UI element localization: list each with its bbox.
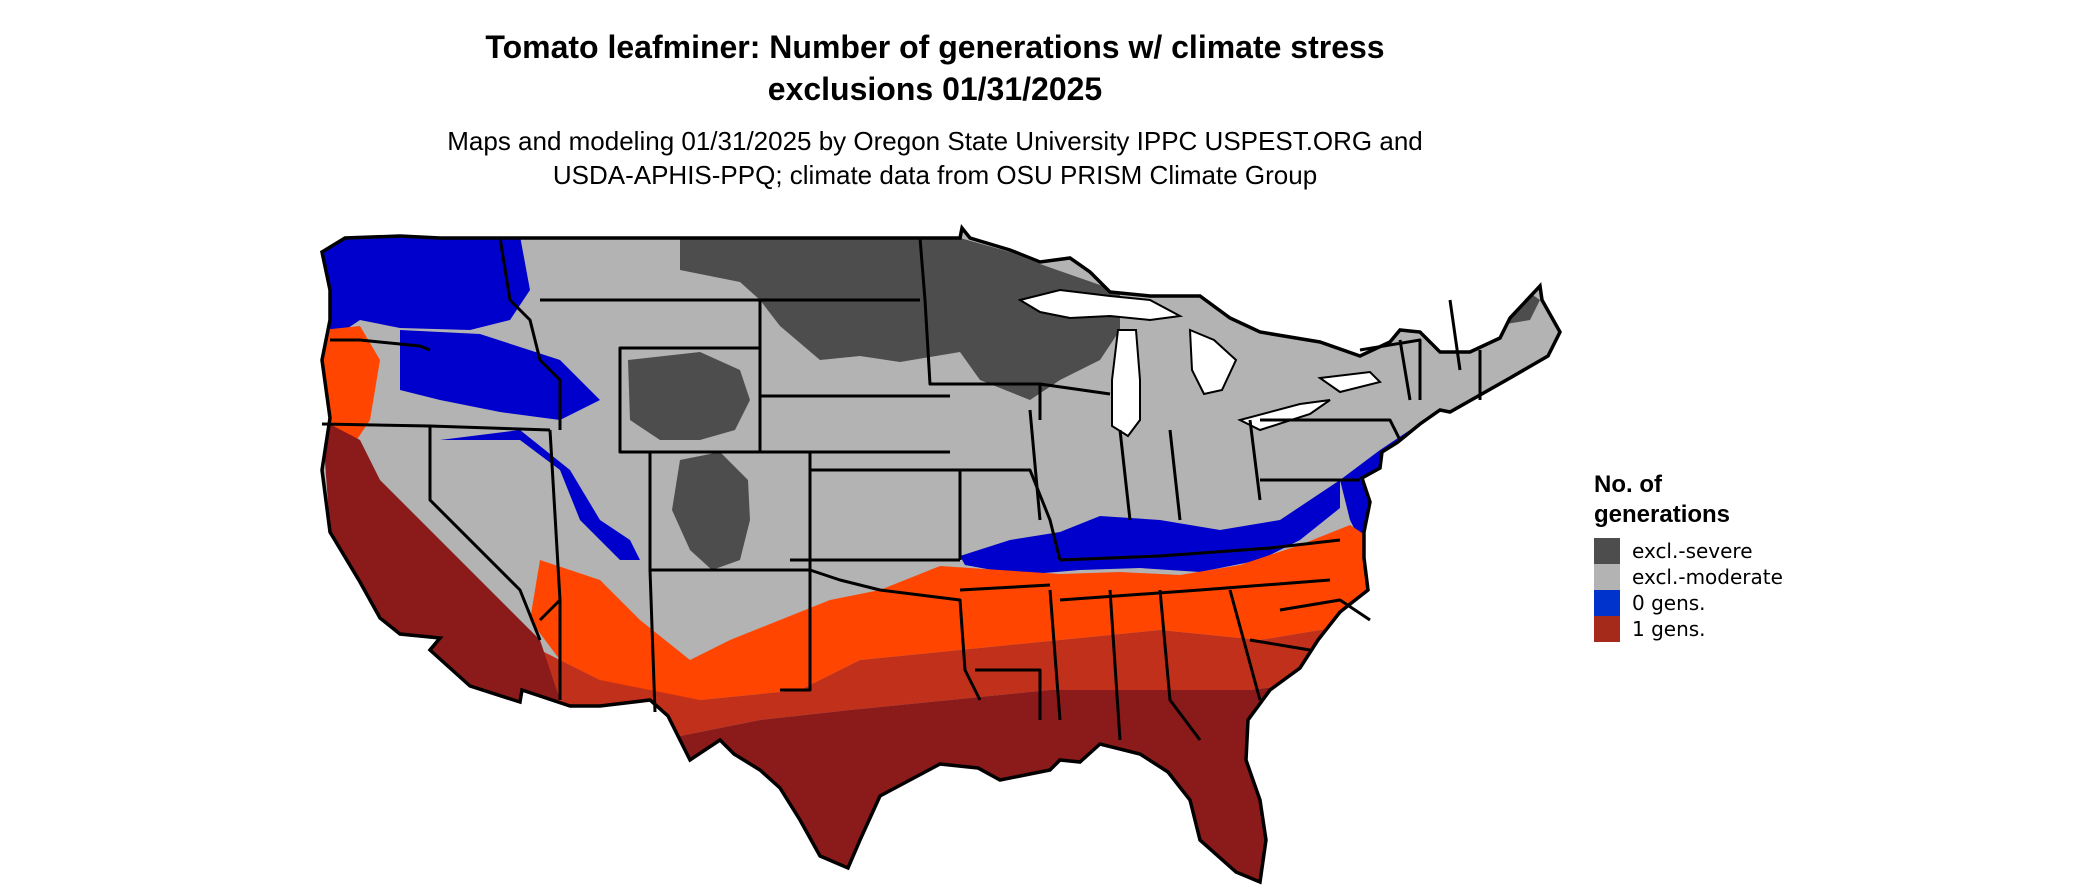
lake-erie [1237, 399, 1331, 432]
legend-title-line1: No. of [1594, 471, 1662, 498]
zone-severe-wyoming [628, 352, 750, 440]
legend-item-excl-severe: excl.-severe [1594, 538, 1783, 564]
lake-superior [1017, 288, 1184, 322]
legend-label-excl-severe: excl.-severe [1632, 539, 1753, 563]
legend-item-0-gens: 0 gens. [1594, 590, 1783, 616]
legend-label-excl-moderate: excl.-moderate [1632, 565, 1783, 589]
boundary-carolinas [1249, 598, 1371, 652]
lake-huron [1188, 328, 1238, 396]
zone-one-light-west-coast [322, 326, 380, 450]
legend-label-1-gens: 1 gens. [1632, 617, 1706, 641]
map-legend: No. of generations excl.-severe excl.-mo… [1594, 470, 1783, 642]
boundary-new-england [1359, 299, 1482, 401]
zone-zero-idaho-oregon [400, 330, 600, 420]
zone-zero-nevada-utah [440, 430, 640, 560]
legend-swatch-1-gens [1594, 616, 1620, 642]
map-subtitle-line1: Maps and modeling 01/31/2025 by Oregon S… [447, 126, 1423, 156]
map-title-line1: Tomato leafminer: Number of generations … [485, 29, 1385, 65]
map-title-line2: exclusions 01/31/2025 [767, 71, 1103, 107]
state-boundaries [321, 237, 1482, 741]
boundary-ms-al-ga [1048, 589, 1262, 741]
boundary-in-oh [1118, 419, 1262, 521]
boundary-mn-ia-mo [918, 237, 1062, 561]
zone-zero-pacific-northwest [322, 236, 530, 340]
legend-item-1-gens: 1 gens. [1594, 616, 1783, 642]
zone-one-dark-california-southwest [322, 420, 560, 700]
map-subtitle: Maps and modeling 01/31/2025 by Oregon S… [0, 124, 1870, 192]
boundary-nv-ca-diagonal [428, 426, 542, 641]
legend-title-line2: generations [1594, 501, 1731, 528]
legend-swatch-excl-severe [1594, 538, 1620, 564]
boundary-pa-ny [1260, 418, 1402, 482]
boundary-wa-or [330, 338, 431, 352]
lake-ontario [1317, 370, 1382, 394]
boundary-arizona-nm [558, 569, 812, 713]
lake-michigan [1111, 329, 1141, 438]
boundary-ar-la [959, 583, 1051, 720]
map-subtitle-line2: USDA-APHIS-PPQ; climate data from OSU PR… [552, 160, 1318, 190]
zone-severe-colorado-rockies [672, 452, 750, 570]
boundary-wi-il [1028, 382, 1111, 521]
boundary-ky-tn [1059, 538, 1341, 602]
legend-label-0-gens: 0 gens. [1632, 591, 1706, 615]
boundary-idaho [498, 237, 562, 430]
legend-title: No. of generations [1594, 470, 1783, 530]
boundary-nd-sd-ne [760, 298, 950, 454]
legend-swatch-0-gens [1594, 590, 1620, 616]
boundary-texas [809, 568, 982, 701]
legend-item-excl-moderate: excl.-moderate [1594, 564, 1783, 590]
legend-swatch-excl-moderate [1594, 564, 1620, 590]
zone-severe-dakotas-minnesota [680, 238, 1120, 400]
map-title: Tomato leafminer: Number of generations … [0, 26, 1870, 110]
